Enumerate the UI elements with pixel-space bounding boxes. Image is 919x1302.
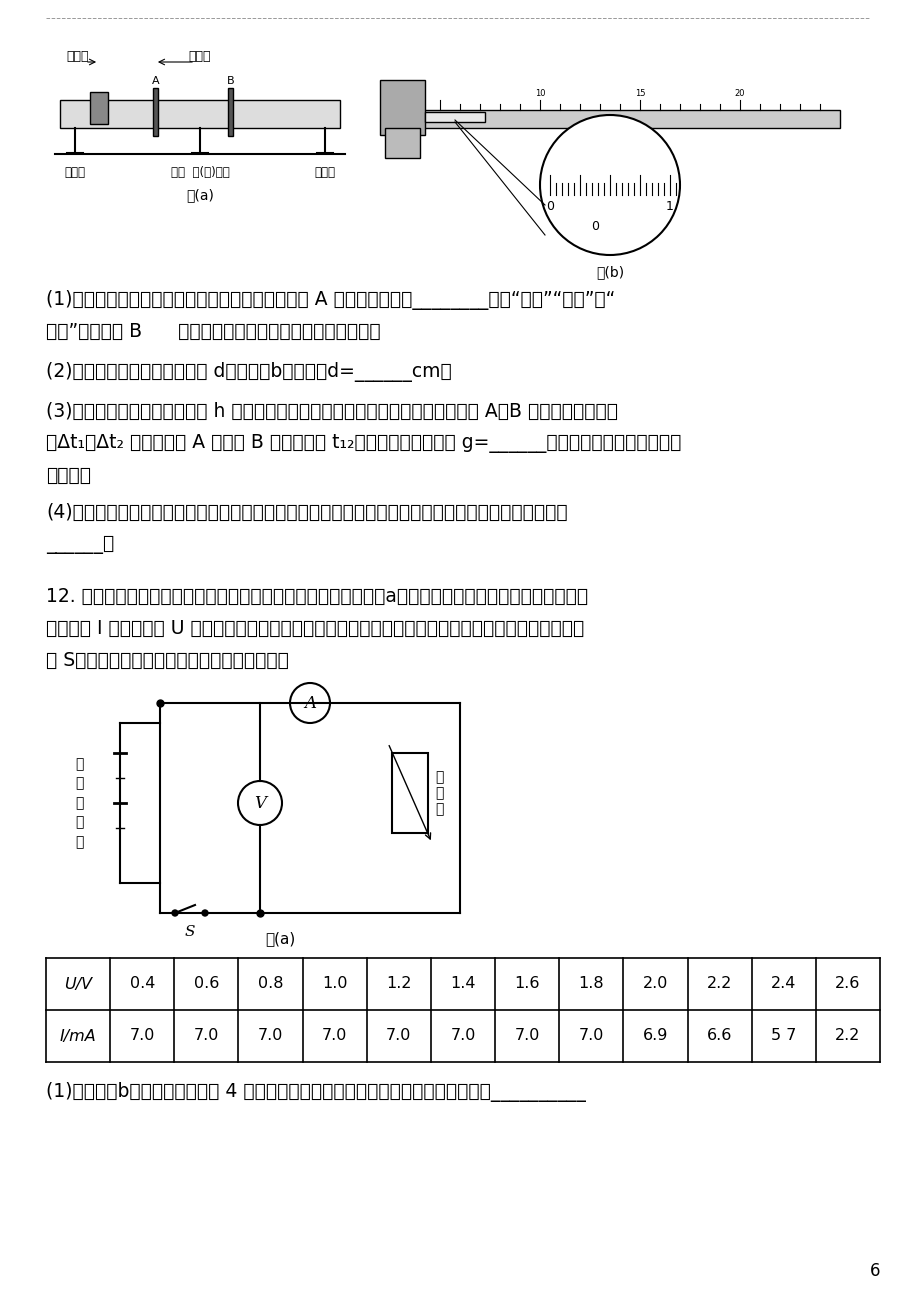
Text: 间Δt₁、Δt₂ 及遮光片从 A 运动到 B 所用的时间 t₁₂，可求出重力加速度 g=______（用题中给出的物理量符号: 间Δt₁、Δt₂ 及遮光片从 A 运动到 B 所用的时间 t₁₂，可求出重力加速…: [46, 434, 681, 453]
Text: 等于”）光电门 B      记录的遮光时间时，认为气垫导轨水平；: 等于”）光电门 B 记录的遮光时间时，认为气垫导轨水平；: [46, 322, 380, 341]
Bar: [391, 753, 427, 833]
Bar: [380, 79, 425, 135]
Bar: [425, 112, 484, 122]
Text: 6.6: 6.6: [706, 1029, 732, 1043]
Text: 0: 0: [545, 201, 553, 214]
Text: (4)分析实验结果发现，重力加速度的测量值比该地的实际值偏小，写出一条产生这一结果的可能原因：: (4)分析实验结果发现，重力加速度的测量值比该地的实际值偏小，写出一条产生这一结…: [46, 503, 567, 522]
Text: 遮光片: 遮光片: [67, 49, 89, 62]
Text: 15: 15: [634, 89, 644, 98]
Text: B: B: [227, 76, 234, 86]
Text: 1: 1: [665, 201, 674, 214]
Text: 20: 20: [734, 89, 744, 98]
Text: 太
阳
能
电
池: 太 阳 能 电 池: [75, 756, 84, 849]
Text: 2.4: 2.4: [770, 976, 796, 992]
Text: 7.0: 7.0: [514, 1029, 539, 1043]
Text: 图(b): 图(b): [596, 266, 623, 279]
Text: 图(a): 图(a): [265, 931, 295, 947]
Text: 0: 0: [590, 220, 598, 233]
Bar: [60, 100, 340, 128]
Circle shape: [539, 115, 679, 255]
Text: (3)在导轨左支点下加一高度为 h 的垫块，让滑块从导轨顶端滑下，记录遮光片经过 A、B 两处光电门的光时: (3)在导轨左支点下加一高度为 h 的垫块，让滑块从导轨顶端滑下，记录遮光片经过…: [46, 402, 618, 421]
Text: 关 S，调节电阻箱，测得实验数据如下表所示。: 关 S，调节电阻箱，测得实验数据如下表所示。: [46, 651, 289, 671]
Text: V: V: [254, 794, 266, 811]
Text: 2.2: 2.2: [706, 976, 732, 992]
Text: 7.0: 7.0: [386, 1029, 411, 1043]
Text: I/mA: I/mA: [60, 1029, 96, 1043]
Text: 输出电流 I 和输出电压 U 之间的关系，探究该电池的伏安特性，用一定强度的光照射太阳能电池，闭合开: 输出电流 I 和输出电压 U 之间的关系，探究该电池的伏安特性，用一定强度的光照…: [46, 618, 584, 638]
Bar: [420, 109, 839, 128]
Text: 图(a): 图(a): [186, 187, 214, 202]
Text: 12. 太阳能电池是一种可将光能转换为电能的器件。一同学用图（a）所示电路测量某单晶硅太阳能电池的: 12. 太阳能电池是一种可将光能转换为电能的器件。一同学用图（a）所示电路测量某…: [46, 587, 587, 605]
Text: 7.0: 7.0: [130, 1029, 154, 1043]
Circle shape: [238, 781, 282, 825]
Text: 7.0: 7.0: [449, 1029, 475, 1043]
Text: 2.6: 2.6: [834, 976, 859, 992]
Bar: [153, 89, 158, 135]
Text: 7.0: 7.0: [194, 1029, 219, 1043]
Text: 5 7: 5 7: [770, 1029, 796, 1043]
Text: ______。: ______。: [46, 535, 114, 553]
Text: 2.0: 2.0: [642, 976, 667, 992]
Text: 6.9: 6.9: [642, 1029, 667, 1043]
Text: 1.0: 1.0: [322, 976, 347, 992]
Text: S: S: [185, 924, 195, 939]
Text: 左支点: 左支点: [64, 165, 85, 178]
Text: 1.2: 1.2: [386, 976, 411, 992]
Text: U/V: U/V: [64, 976, 92, 992]
Text: 1.6: 1.6: [514, 976, 539, 992]
Text: 7.0: 7.0: [257, 1029, 283, 1043]
Text: 1.8: 1.8: [578, 976, 604, 992]
Circle shape: [202, 910, 208, 917]
Text: (1)开动气泵，调节气垫导轨，轻推滑块，当光电门 A 记录的遮光时间________（填“大于”“小于”或“: (1)开动气泵，调节气垫导轨，轻推滑块，当光电门 A 记录的遮光时间______…: [46, 290, 615, 310]
Circle shape: [289, 684, 330, 723]
Text: 1.4: 1.4: [449, 976, 475, 992]
Text: 表示）；: 表示）；: [46, 466, 91, 486]
Text: A: A: [303, 694, 315, 711]
Bar: [384, 128, 420, 158]
Text: 7.0: 7.0: [322, 1029, 347, 1043]
Text: 0.8: 0.8: [257, 976, 283, 992]
Text: 0.4: 0.4: [130, 976, 154, 992]
Text: 右支点: 右支点: [314, 165, 335, 178]
Text: 7.0: 7.0: [578, 1029, 604, 1043]
Text: (2)用游标卡尺测量遮光片宽度 d。如图（b）所示，d=______cm；: (2)用游标卡尺测量遮光片宽度 d。如图（b）所示，d=______cm；: [46, 362, 451, 381]
Text: 0.6: 0.6: [194, 976, 219, 992]
Text: A: A: [152, 76, 160, 86]
Bar: [90, 92, 108, 124]
Text: 电
阻
箱: 电 阻 箱: [435, 769, 443, 816]
Text: (1)请在图（b）中补齐上表中后 4 组数据点，并作出该太阳能电池的伏安特性曲线：__________: (1)请在图（b）中补齐上表中后 4 组数据点，并作出该太阳能电池的伏安特性曲线…: [46, 1082, 585, 1101]
Text: 10: 10: [534, 89, 545, 98]
Text: 滑块  气(垫)导轨: 滑块 气(垫)导轨: [170, 165, 229, 178]
Circle shape: [172, 910, 177, 917]
Text: 2.2: 2.2: [834, 1029, 859, 1043]
Text: 光电门: 光电门: [188, 49, 211, 62]
Text: 6: 6: [868, 1262, 879, 1280]
Bar: [228, 89, 233, 135]
